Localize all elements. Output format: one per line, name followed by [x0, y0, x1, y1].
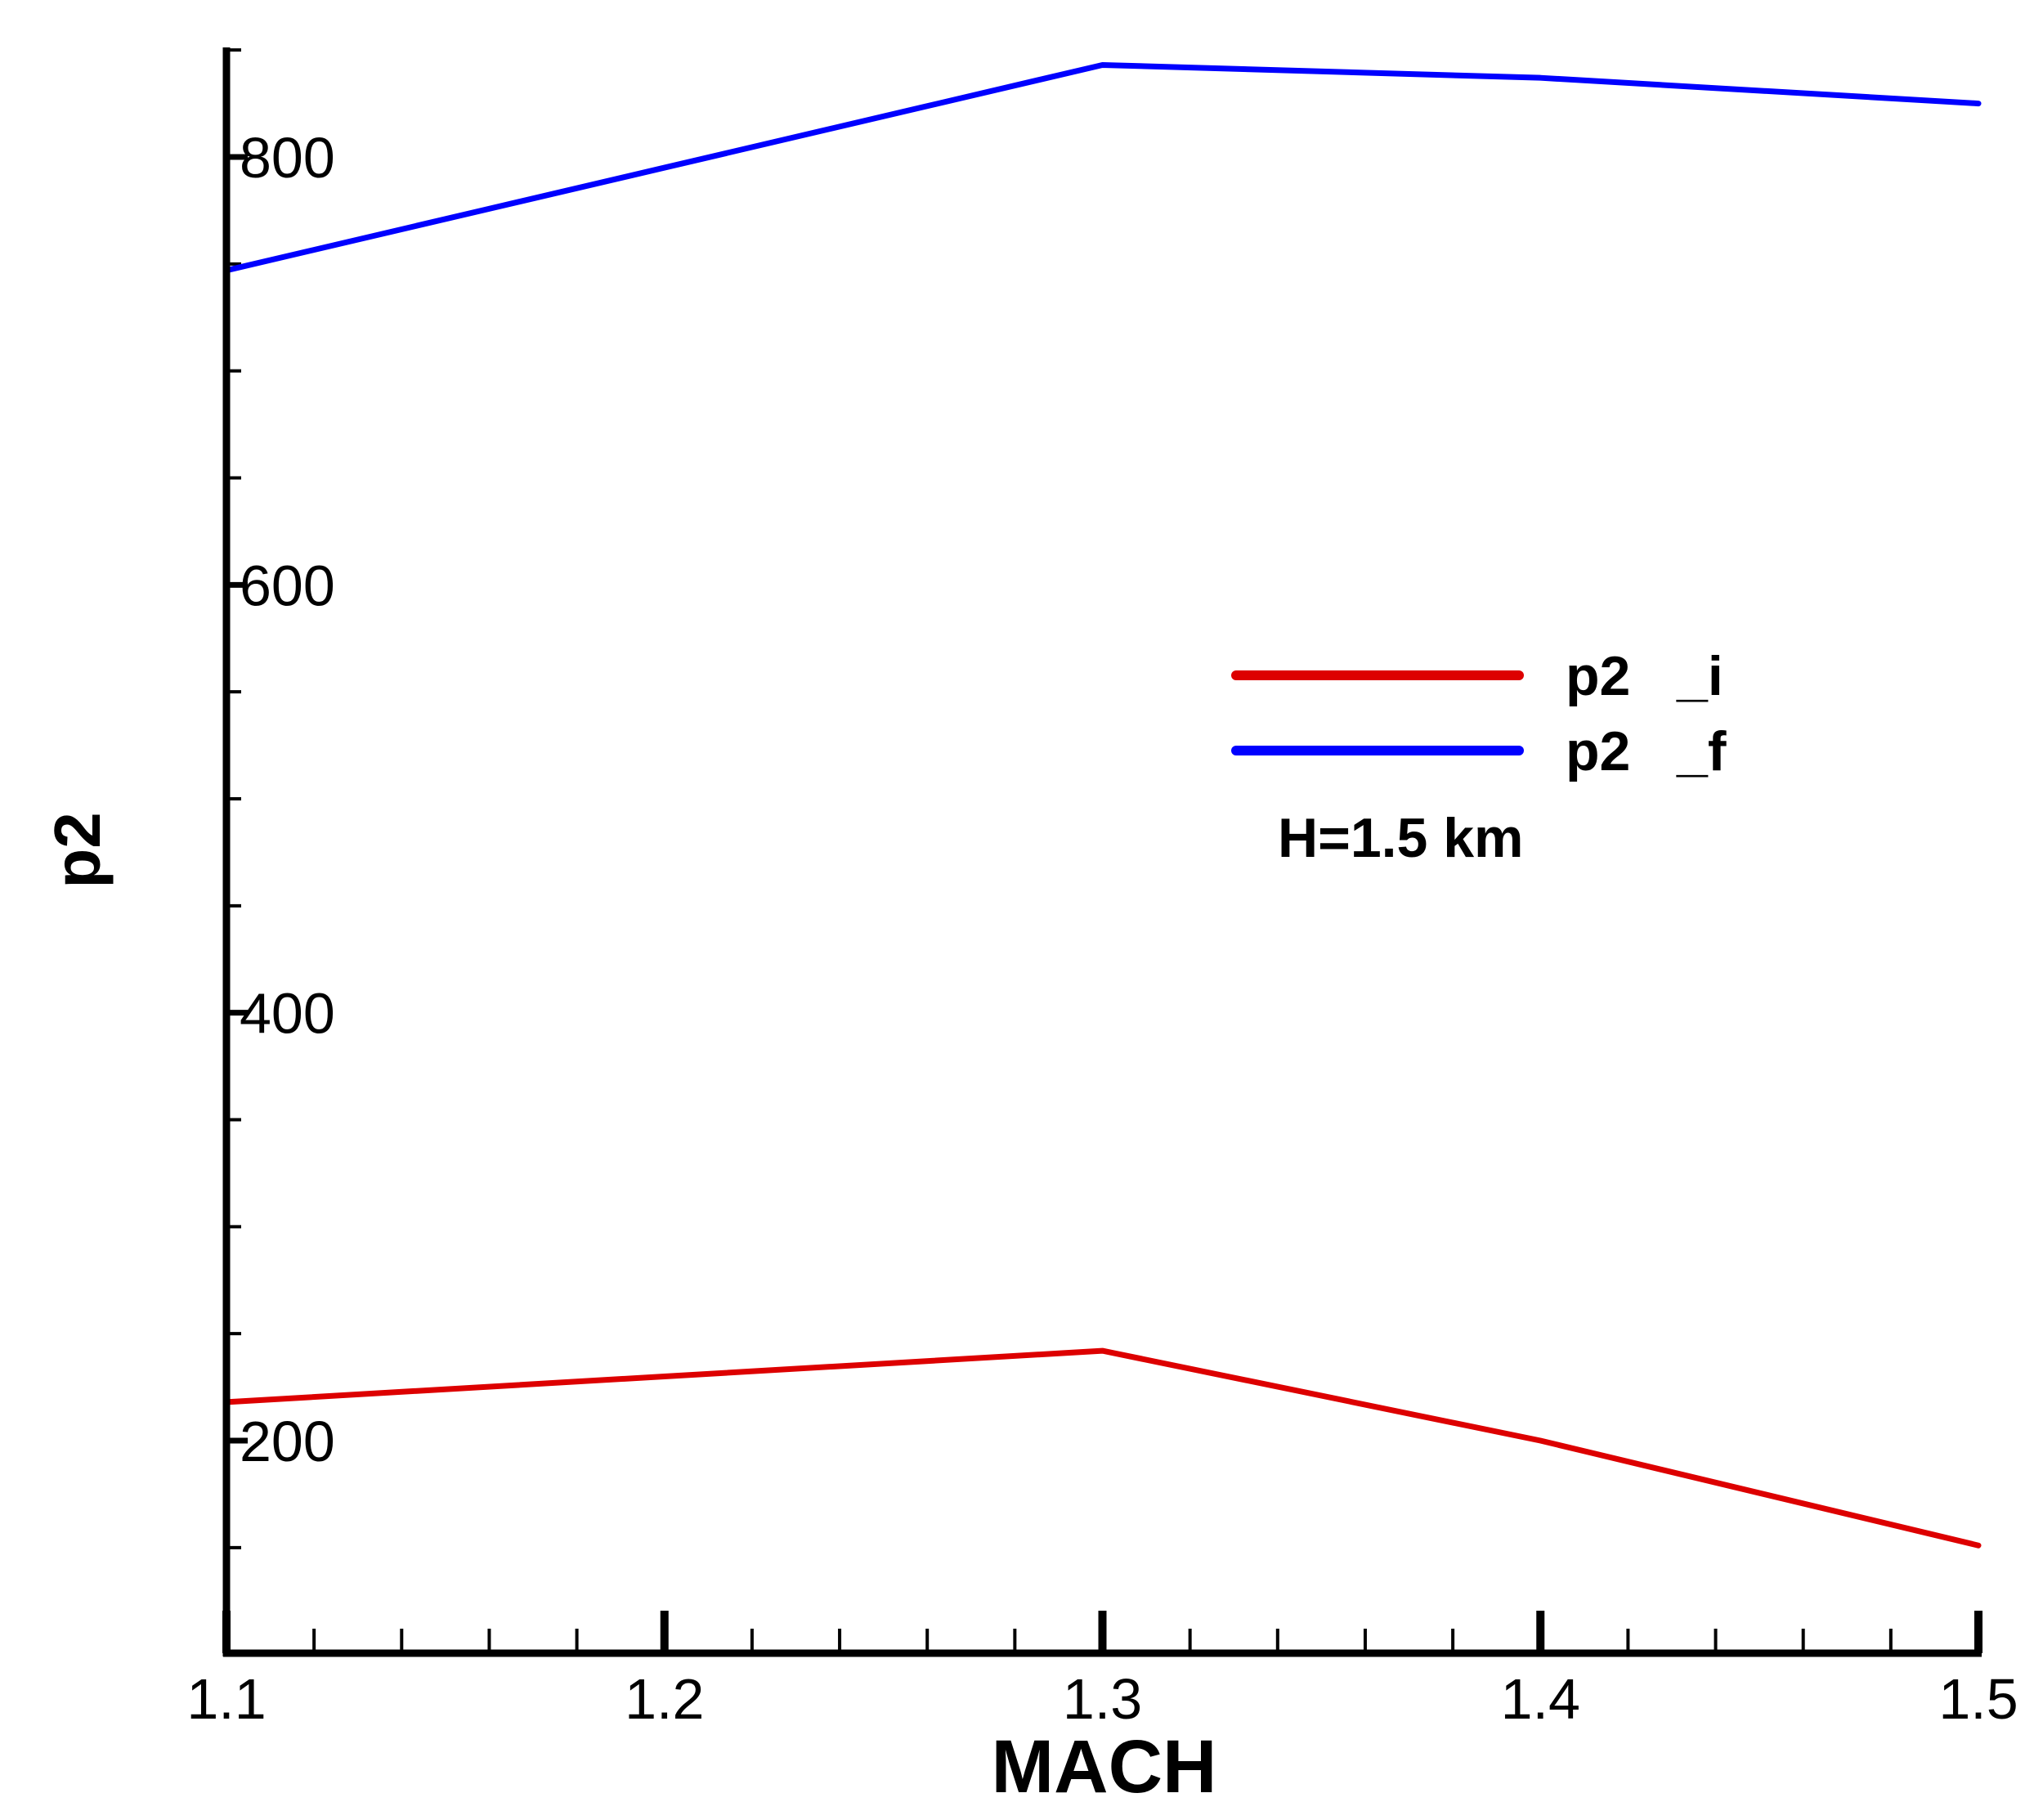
x-tick-label: 1.4 — [1501, 1667, 1580, 1731]
y-tick-label: 400 — [240, 982, 335, 1046]
x-tick-label: 1.3 — [1063, 1667, 1142, 1731]
legend-label-0: p2 _i — [1566, 645, 1723, 707]
x-tick-label: 1.1 — [186, 1667, 266, 1731]
legend-label-1: p2 _f — [1566, 720, 1727, 782]
altitude-annotation: H=1.5 km — [1278, 807, 1524, 869]
series-line-1 — [223, 61, 1982, 274]
y-axis-ticks: 200 400 600 800 — [226, 48, 335, 1549]
y-tick-label: 200 — [240, 1410, 335, 1473]
y-axis-title: p2 — [41, 812, 114, 888]
y-tick-label: 600 — [240, 554, 335, 617]
series-line-0 — [223, 1347, 1982, 1549]
x-tick-label: 1.2 — [625, 1667, 704, 1731]
series-lines — [223, 61, 1982, 1549]
y-tick-label: 800 — [240, 126, 335, 190]
legend: p2 _i p2 _f — [1231, 645, 1727, 782]
x-axis-ticks: 1.1 1.2 1.3 1.4 1.5 — [186, 1611, 2018, 1731]
x-tick-label: 1.5 — [1938, 1667, 2018, 1731]
x-axis-title: MACH — [992, 1725, 1217, 1809]
